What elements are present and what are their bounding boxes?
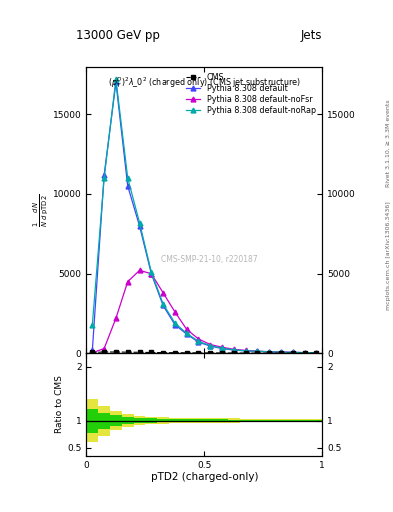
Pythia 8.308 default-noRap: [161, 301, 165, 307]
Text: mcplots.cern.ch [arXiv:1306.3436]: mcplots.cern.ch [arXiv:1306.3436]: [386, 202, 391, 310]
Pythia 8.308 default: [102, 172, 107, 178]
Pythia 8.308 default-noRap: [196, 338, 201, 345]
Pythia 8.308 default-noRap: [125, 175, 130, 181]
Pythia 8.308 default-noFsr: [314, 350, 319, 356]
CMS: [184, 350, 189, 356]
Pythia 8.308 default: [184, 331, 189, 337]
Pythia 8.308 default-noRap: [231, 347, 236, 353]
Pythia 8.308 default-noFsr: [231, 346, 236, 352]
Pythia 8.308 default-noFsr: [290, 349, 295, 355]
CMS: [290, 350, 295, 356]
Pythia 8.308 default: [161, 303, 165, 309]
Pythia 8.308 default: [196, 339, 201, 345]
Pythia 8.308 default: [231, 347, 236, 353]
Line: CMS: CMS: [90, 350, 319, 356]
Pythia 8.308 default-noFsr: [279, 349, 283, 355]
Pythia 8.308 default: [279, 349, 283, 355]
Line: Pythia 8.308 default-noRap: Pythia 8.308 default-noRap: [90, 77, 319, 355]
Pythia 8.308 default: [255, 348, 260, 354]
CMS: [243, 350, 248, 356]
Pythia 8.308 default-noRap: [149, 269, 154, 275]
Pythia 8.308 default-noFsr: [267, 349, 272, 355]
CMS: [173, 350, 177, 356]
Legend: CMS, Pythia 8.308 default, Pythia 8.308 default-noFsr, Pythia 8.308 default-noRa: CMS, Pythia 8.308 default, Pythia 8.308 …: [183, 71, 318, 117]
Pythia 8.308 default: [125, 183, 130, 189]
Pythia 8.308 default-noRap: [114, 76, 118, 82]
Pythia 8.308 default-noFsr: [161, 290, 165, 296]
Pythia 8.308 default-noFsr: [114, 315, 118, 322]
Text: CMS-SMP-21-10, r220187: CMS-SMP-21-10, r220187: [161, 254, 257, 264]
Pythia 8.308 default: [173, 322, 177, 328]
Pythia 8.308 default: [243, 348, 248, 354]
CMS: [161, 350, 165, 356]
Pythia 8.308 default-noFsr: [255, 348, 260, 354]
Pythia 8.308 default-noRap: [314, 350, 319, 356]
CMS: [279, 350, 283, 356]
CMS: [90, 349, 95, 355]
Pythia 8.308 default-noRap: [137, 220, 142, 226]
Y-axis label: Ratio to CMS: Ratio to CMS: [55, 375, 64, 434]
Pythia 8.308 default-noFsr: [243, 347, 248, 353]
Pythia 8.308 default-noFsr: [125, 279, 130, 285]
CMS: [102, 349, 107, 355]
Pythia 8.308 default-noRap: [302, 350, 307, 356]
Pythia 8.308 default: [267, 349, 272, 355]
CMS: [267, 350, 272, 356]
CMS: [208, 350, 213, 356]
Pythia 8.308 default-noRap: [208, 343, 213, 349]
Pythia 8.308 default: [290, 349, 295, 355]
Pythia 8.308 default: [208, 343, 213, 349]
Pythia 8.308 default-noFsr: [149, 270, 154, 276]
Pythia 8.308 default-noFsr: [196, 336, 201, 342]
Pythia 8.308 default-noRap: [184, 330, 189, 336]
Pythia 8.308 default: [302, 350, 307, 356]
Text: Jets: Jets: [301, 29, 322, 42]
CMS: [149, 349, 154, 355]
Line: Pythia 8.308 default: Pythia 8.308 default: [90, 80, 319, 355]
Pythia 8.308 default: [90, 347, 95, 353]
Pythia 8.308 default-noRap: [90, 322, 95, 328]
X-axis label: pTD2 (charged-only): pTD2 (charged-only): [151, 472, 258, 482]
Pythia 8.308 default-noRap: [173, 320, 177, 326]
Pythia 8.308 default-noFsr: [302, 350, 307, 356]
Pythia 8.308 default-noRap: [279, 349, 283, 355]
CMS: [314, 350, 319, 356]
Pythia 8.308 default: [314, 350, 319, 356]
CMS: [125, 349, 130, 355]
Pythia 8.308 default-noFsr: [90, 350, 95, 356]
Pythia 8.308 default: [220, 346, 224, 352]
CMS: [114, 349, 118, 355]
Pythia 8.308 default: [114, 79, 118, 86]
Pythia 8.308 default-noRap: [267, 349, 272, 355]
Pythia 8.308 default-noFsr: [137, 267, 142, 273]
Text: 13000 GeV pp: 13000 GeV pp: [76, 29, 160, 42]
Y-axis label: $\frac{1}{N}\,\frac{dN}{d\,\mathrm{pTD2}}$: $\frac{1}{N}\,\frac{dN}{d\,\mathrm{pTD2}…: [31, 193, 50, 227]
Pythia 8.308 default-noFsr: [173, 309, 177, 315]
Pythia 8.308 default: [137, 223, 142, 229]
Pythia 8.308 default-noRap: [243, 348, 248, 354]
CMS: [220, 350, 224, 356]
Pythia 8.308 default-noRap: [255, 348, 260, 354]
Pythia 8.308 default-noRap: [102, 175, 107, 181]
Pythia 8.308 default-noRap: [290, 349, 295, 355]
Pythia 8.308 default-noFsr: [184, 326, 189, 332]
Text: $(p_T^D)^2\lambda\_0^2$ (charged only) (CMS jet substructure): $(p_T^D)^2\lambda\_0^2$ (charged only) (…: [108, 75, 301, 90]
Text: Rivet 3.1.10, ≥ 3.3M events: Rivet 3.1.10, ≥ 3.3M events: [386, 99, 391, 187]
CMS: [231, 350, 236, 356]
Pythia 8.308 default-noFsr: [208, 342, 213, 348]
CMS: [196, 350, 201, 356]
Pythia 8.308 default: [149, 270, 154, 276]
CMS: [255, 350, 260, 356]
CMS: [137, 349, 142, 355]
Pythia 8.308 default-noFsr: [102, 346, 107, 352]
Pythia 8.308 default-noRap: [220, 345, 224, 351]
CMS: [302, 350, 307, 356]
Pythia 8.308 default-noFsr: [220, 344, 224, 350]
Line: Pythia 8.308 default-noFsr: Pythia 8.308 default-noFsr: [90, 268, 319, 355]
